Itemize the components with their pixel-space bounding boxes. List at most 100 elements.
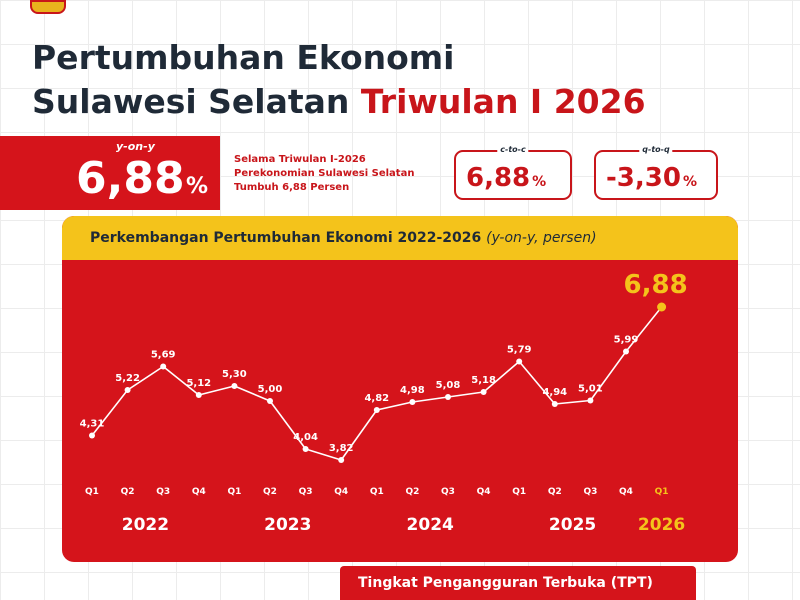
description-line: Perekonomian Sulawesi Selatan	[234, 168, 415, 179]
data-point	[551, 401, 558, 407]
year-label: 2022	[122, 515, 169, 535]
yoy-unit: %	[186, 174, 209, 199]
tpt-label: Tingkat Pengangguran Terbuka (TPT)	[358, 575, 653, 591]
data-point	[587, 397, 594, 404]
tpt-section-bar: Tingkat Pengangguran Terbuka (TPT)	[340, 566, 696, 600]
data-label: 5,18	[471, 375, 496, 386]
ctc-value-wrap: 6,88%	[466, 163, 546, 197]
series-line-segment	[340, 409, 378, 461]
data-label: 4,94	[542, 387, 567, 398]
year-label: 2024	[407, 515, 454, 535]
data-point	[124, 387, 131, 393]
data-label-highlight: 6,88	[624, 270, 688, 300]
page-title-period: Triwulan I 2026	[360, 82, 646, 121]
data-point	[623, 348, 629, 355]
x-tick-label: Q2	[263, 487, 277, 497]
series-line-segment	[269, 400, 307, 450]
growth-line-chart: 4,31 5,22 5,69 5,12 5,30 5,00 4,04 3,82 4,82 4,98…	[80, 270, 688, 535]
series-line-segment	[625, 306, 663, 352]
data-point	[89, 432, 95, 439]
data-label: 5,01	[578, 384, 603, 395]
x-tick-label: Q1	[512, 487, 526, 497]
x-tick-label: Q1	[370, 487, 384, 497]
x-tick-label: Q1	[227, 487, 241, 497]
chart-header: Perkembangan Pertumbuhan Ekonomi 2022-20…	[62, 216, 738, 260]
year-label: 2025	[549, 515, 596, 535]
data-label: 5,79	[507, 345, 532, 356]
data-label: 5,00	[258, 384, 283, 395]
data-point	[160, 363, 167, 370]
qtq-value: -3,30	[606, 163, 681, 193]
series-line-segment	[554, 399, 591, 405]
page-title-region: Sulawesi Selatan	[32, 82, 350, 121]
data-label: 4,04	[293, 432, 318, 443]
series-line-segment	[518, 360, 556, 405]
data-point	[516, 358, 523, 365]
data-point	[195, 392, 202, 398]
data-point	[445, 394, 451, 400]
ctc-value: 6,88	[466, 163, 531, 193]
x-tick-label: Q1	[655, 487, 669, 497]
data-point	[231, 383, 238, 389]
data-label: 5,08	[436, 380, 461, 391]
x-tick-label: Q2	[405, 487, 419, 497]
chart-title-wrap: Perkembangan Pertumbuhan Ekonomi 2022-20…	[90, 230, 597, 246]
data-label: 5,99	[614, 335, 639, 346]
series-line-segment	[234, 385, 271, 402]
description-line: Tumbuh 6,88 Persen	[234, 182, 350, 193]
year-label: 2023	[264, 515, 311, 535]
data-label: 4,82	[364, 393, 389, 404]
series-line-segment	[376, 401, 413, 411]
logo-emblem	[30, 0, 66, 14]
series-line-segment	[589, 351, 627, 401]
page-title-line1: Pertumbuhan Ekonomi	[32, 38, 455, 77]
series-line-segment	[412, 396, 449, 403]
year-label: 2026	[638, 515, 685, 535]
chart-panel: Perkembangan Pertumbuhan Ekonomi 2022-20…	[62, 216, 738, 562]
chart-subtitle: (y-on-y, persen)	[486, 230, 597, 246]
series-line-segment	[483, 360, 520, 393]
x-tick-label: Q4	[334, 487, 348, 497]
yoy-highlight-box: y-on-y 6,88 %	[0, 136, 220, 210]
ctc-label: c-to-c	[497, 145, 529, 154]
x-tick-label: Q3	[299, 487, 313, 497]
data-point-highlight	[657, 302, 667, 312]
headline-description: Selama Triwulan I-2026 Perekonomian Sula…	[234, 153, 414, 195]
x-tick-label: Q4	[477, 487, 491, 497]
data-point	[480, 389, 487, 395]
qtq-unit: %	[682, 174, 697, 190]
page-title-line2: Sulawesi Selatan Triwulan I 2026	[32, 82, 646, 122]
data-label: 3,82	[329, 443, 354, 454]
ctc-pill: c-to-c 6,88%	[454, 145, 572, 200]
x-tick-label: Q3	[441, 487, 455, 497]
x-tick-label: Q3	[583, 487, 597, 497]
ctc-unit: %	[532, 174, 547, 190]
data-point	[338, 457, 345, 463]
description-line: Selama Triwulan I-2026	[234, 154, 366, 165]
series-line-segment	[447, 391, 484, 398]
x-tick-label: Q3	[156, 487, 170, 497]
x-tick-label: Q4	[619, 487, 633, 497]
data-point	[409, 399, 416, 405]
data-label: 5,22	[115, 373, 140, 384]
qtq-pill: q-to-q -3,30%	[594, 145, 718, 200]
yoy-value: 6,88	[76, 153, 185, 204]
x-tick-label: Q2	[548, 487, 562, 497]
data-point	[302, 446, 309, 452]
data-label: 5,30	[222, 369, 247, 380]
qtq-value-wrap: -3,30%	[606, 163, 697, 197]
x-tick-label: Q4	[192, 487, 206, 497]
qtq-label: q-to-q	[639, 145, 673, 154]
data-point	[267, 398, 273, 404]
series-line-segment	[91, 389, 129, 436]
x-tick-label: Q2	[121, 487, 135, 497]
data-label: 4,31	[80, 419, 105, 430]
data-label: 5,12	[186, 378, 211, 389]
series-line-segment	[305, 448, 342, 461]
series-line-segment	[127, 365, 164, 391]
x-tick-label: Q1	[85, 487, 99, 497]
data-label: 5,69	[151, 350, 176, 361]
data-point	[373, 407, 380, 413]
yoy-label: y-on-y	[116, 140, 155, 153]
chart-title: Perkembangan Pertumbuhan Ekonomi 2022-20…	[90, 230, 482, 246]
